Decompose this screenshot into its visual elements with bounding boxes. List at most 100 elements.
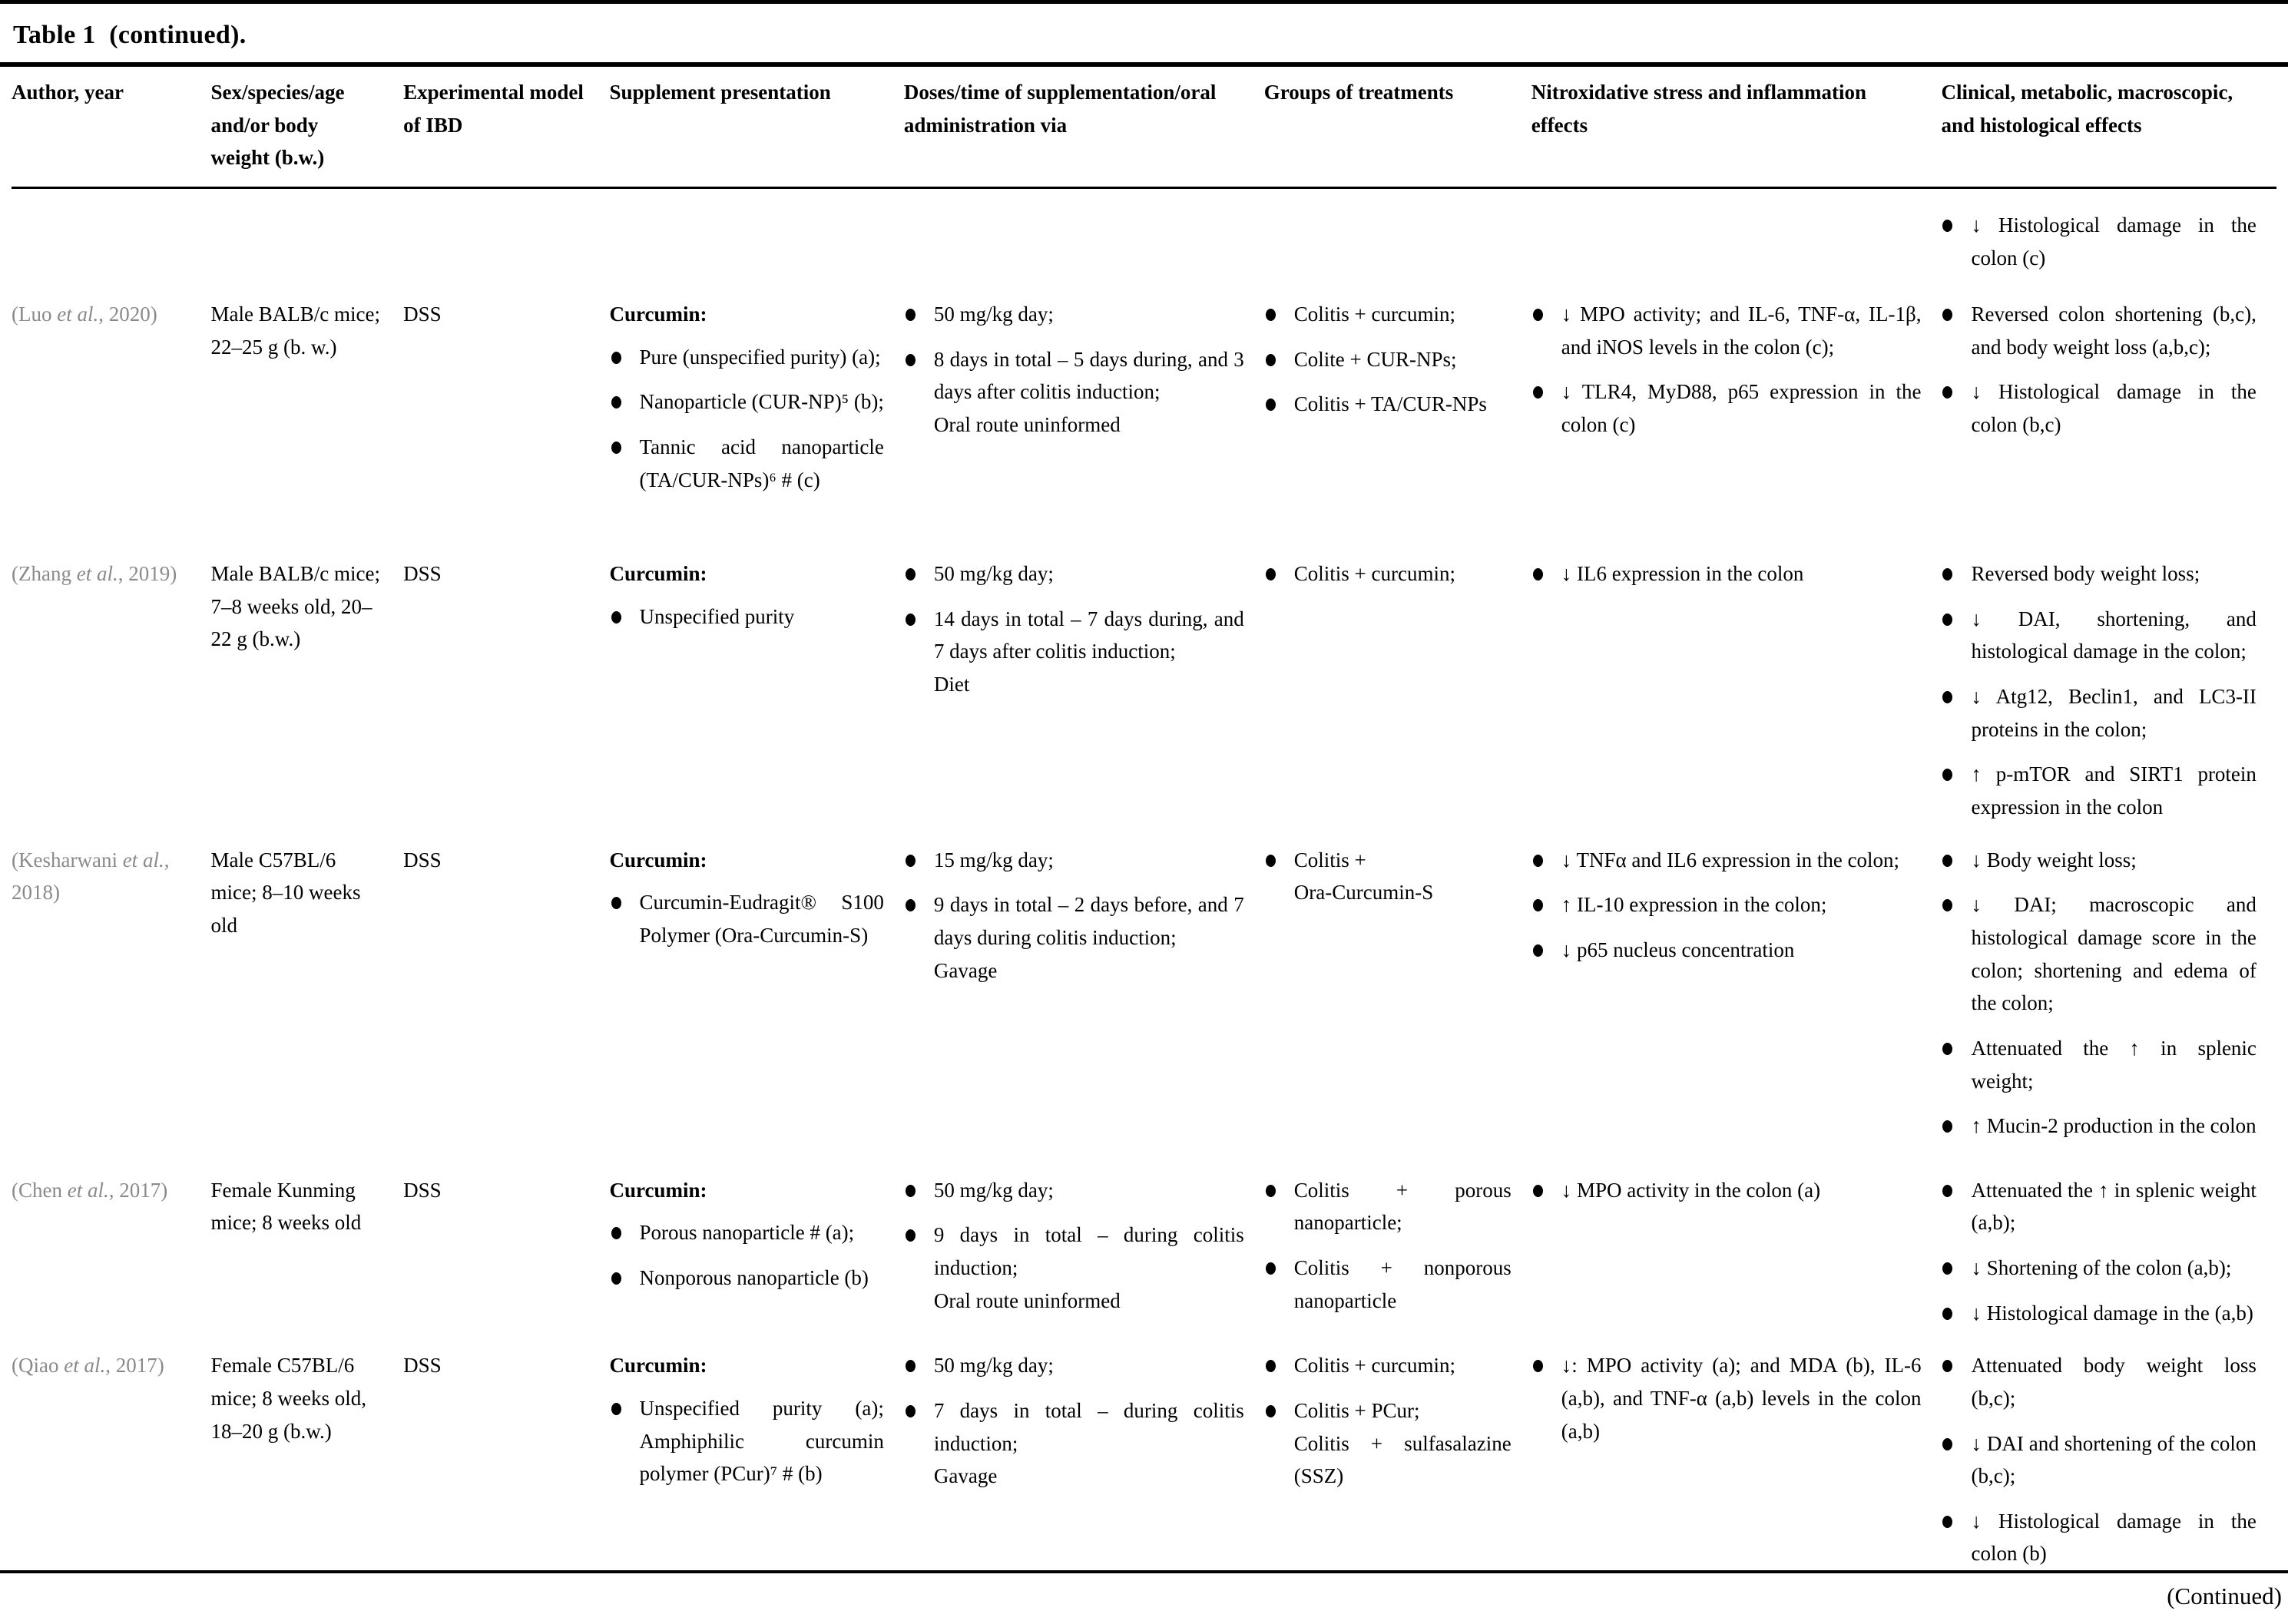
cell-clinical: ↓ Histological damage in the colon (c) — [1941, 209, 2276, 278]
bullet-item: ↑ Mucin-2 production in the colon — [1941, 1110, 2257, 1143]
bullet-item: ↓ Histological damage in the colon (c) — [1941, 209, 2257, 274]
cell-supplement: Curcumin: Unspecified purity (a); Amphiph… — [610, 1349, 904, 1570]
bullet-dot-icon — [1265, 1404, 1276, 1417]
bullet-text: Colitis + curcumin; — [1293, 1354, 1455, 1378]
bullet-dot-icon — [1265, 399, 1276, 412]
bullet-text: Colite + CUR-NPs; — [1293, 347, 1457, 371]
column-header: Sex/species/age and/or body weight (b.w.… — [210, 81, 345, 170]
column-header: Doses/time of supplementation/oral admin… — [903, 81, 1217, 137]
bullet-dot-icon — [905, 1184, 916, 1197]
bullet-item: ↓ Histological damage in the colon (b,c) — [1941, 375, 2257, 441]
bullet-dot-icon — [1532, 899, 1543, 912]
continued-note: (Continued) — [2167, 1583, 2282, 1610]
bullet-dot-icon — [1532, 386, 1543, 399]
cell-author: (Chen et al., 2017) — [12, 1174, 211, 1330]
bullet-text: ↓ Body weight loss; — [1971, 848, 2137, 872]
cell-supplement: Curcumin: Porous nanoparticle # (a); Nonpo… — [610, 1174, 904, 1330]
cell-groups: Colitis + Ora-Curcumin-S — [1264, 844, 1531, 1154]
bullet-item: Colitis + PCur; Colitis + sulfasalazine … — [1264, 1394, 1512, 1493]
cell-author: (Zhang et al., 2019) — [12, 557, 211, 824]
bullet-text: 50 mg/kg day; — [933, 1178, 1054, 1202]
bullet-dot-icon — [1942, 1515, 1953, 1528]
author-citation-post: , 2017) — [108, 1178, 168, 1202]
table-header-row: Author, year Sex/species/age and/or body … — [12, 67, 2276, 189]
cell-model: DSS — [403, 1354, 442, 1378]
cell-groups — [1264, 209, 1531, 278]
bullet-item: Reversed body weight loss; — [1941, 557, 2256, 590]
bullet-text: 14 days in total – 7 days during, and 7 … — [933, 607, 1244, 696]
bullet-dot-icon — [1942, 219, 1953, 232]
cell-model — [403, 209, 609, 278]
cell-doses: 50 mg/kg day; 14 days in total – 7 days d… — [904, 557, 1264, 824]
author-citation-etal: et al. — [57, 302, 99, 326]
bullet-dot-icon — [1942, 690, 1953, 703]
cell-nitroxidative: ↓ MPO activity; and IL-6, TNF-α, IL-1β, … — [1531, 298, 1942, 537]
bullet-item: ↓ Body weight loss; — [1941, 844, 2256, 877]
bullet-text: ↓ DAI; macroscopic and histological dama… — [1971, 893, 2257, 1015]
cell-groups: Colitis + curcumin; Colitis + PCur; Colit… — [1264, 1349, 1531, 1570]
bullet-item: Attenuated body weight loss (b,c); — [1941, 1349, 2257, 1414]
bullet-text: ↓ IL6 expression in the colon — [1561, 561, 1804, 585]
cell-subject: Male C57BL/6 mice; 8–10 weeks old — [210, 848, 361, 937]
author-citation-etal: et al. — [76, 561, 118, 585]
bullet-text: ↓ p65 nucleus concentration — [1561, 938, 1795, 961]
bullet-item: 50 mg/kg day; — [904, 557, 1244, 590]
bullet-dot-icon — [1265, 353, 1276, 366]
cell-supplement: Curcumin: Unspecified purity — [610, 557, 904, 824]
bullet-dot-icon — [1942, 769, 1953, 782]
bullet-item: Attenuated the ↑ in splenic weight; — [1941, 1032, 2257, 1097]
bullet-dot-icon — [611, 1272, 621, 1285]
bullet-text: 50 mg/kg day; — [933, 561, 1054, 585]
column-header: Clinical, metabolic, macroscopic, and hi… — [1941, 81, 2233, 137]
title-row: Table 1 (continued). — [0, 4, 2288, 62]
bullet-dot-icon — [1942, 1262, 1953, 1275]
bullet-item: 14 days in total – 7 days during, and 7 … — [904, 603, 1244, 701]
column-header: Author, year — [12, 81, 124, 104]
table-row: ↓ Histological damage in the colon (c) — [12, 189, 2276, 278]
bullet-dot-icon — [1532, 1360, 1543, 1373]
cell-subject — [211, 209, 404, 278]
bullet-dot-icon — [1942, 308, 1953, 321]
cell-doses: 50 mg/kg day; 9 days in total – during co… — [904, 1174, 1264, 1330]
bullet-dot-icon — [611, 610, 621, 623]
bullet-text: 9 days in total – 2 days before, and 7 d… — [933, 893, 1244, 982]
bullet-item: Nanoparticle (CUR-NP)⁵ (b); — [610, 385, 884, 418]
cell-author — [12, 209, 211, 278]
bullet-text: ↓ Histological damage in the colon (b) — [1971, 1509, 2257, 1566]
bullet-item: Colitis + curcumin; — [1264, 298, 1512, 331]
bullet-item: ↓ TLR4, MyD88, p65 expression in the col… — [1531, 375, 1922, 441]
bullet-text: ↓ DAI, shortening, and histological dama… — [1971, 607, 2257, 663]
column-header: Experimental model of IBD — [403, 81, 584, 137]
bullet-text: ↓ Atg12, Beclin1, and LC3-II proteins in… — [1971, 684, 2257, 741]
bullet-item: ↓ MPO activity in the colon (a) — [1531, 1174, 1922, 1207]
bullet-dot-icon — [1942, 1307, 1953, 1320]
bullet-text: Colitis + porous nanoparticle; — [1293, 1178, 1512, 1235]
cell-clinical: Attenuated body weight loss (b,c); ↓ DAI … — [1941, 1349, 2276, 1570]
bullet-item: Porous nanoparticle # (a); — [610, 1216, 884, 1249]
bullet-item: Colitis + nonporous nanoparticle — [1264, 1252, 1512, 1317]
bullet-text: Curcumin-Eudragit® S100 Polymer (Ora-Cur… — [639, 891, 884, 947]
bullet-text: Nanoparticle (CUR-NP)⁵ (b); — [639, 390, 884, 414]
bullet-item: ↓ DAI; macroscopic and histological dama… — [1941, 888, 2257, 1020]
cell-supplement — [610, 209, 904, 278]
continued-row: (Continued) — [0, 1573, 2288, 1624]
cell-supplement: Curcumin: Pure (unspecified purity) (a); N… — [610, 298, 904, 537]
cell-nitroxidative: ↓ IL6 expression in the colon — [1531, 557, 1942, 824]
supplement-heading: Curcumin: — [609, 302, 707, 326]
bullet-dot-icon — [1265, 1360, 1276, 1373]
bullet-text: 9 days in total – during colitis inducti… — [933, 1223, 1244, 1312]
bullet-text: Unspecified purity — [639, 604, 795, 628]
bullet-dot-icon — [1942, 899, 1953, 912]
bullet-dot-icon — [1532, 308, 1543, 321]
bullet-text: ↓ TLR4, MyD88, p65 expression in the col… — [1561, 380, 1922, 436]
bullet-item: 9 days in total – during colitis inducti… — [904, 1219, 1244, 1317]
bullet-item: 7 days in total – during colitis inducti… — [904, 1394, 1244, 1493]
bullet-dot-icon — [1942, 386, 1953, 399]
data-table: Author, year Sex/species/age and/or body … — [0, 62, 2288, 1574]
cell-groups: Colitis + curcumin; Colite + CUR-NPs; Coli… — [1264, 298, 1531, 537]
bullet-dot-icon — [1265, 1262, 1276, 1275]
author-citation-post: , 2019) — [118, 561, 177, 585]
bullet-dot-icon — [611, 441, 621, 454]
table-row: (Kesharwani et al., 2018) Male C57BL/6 mi… — [12, 824, 2276, 1154]
